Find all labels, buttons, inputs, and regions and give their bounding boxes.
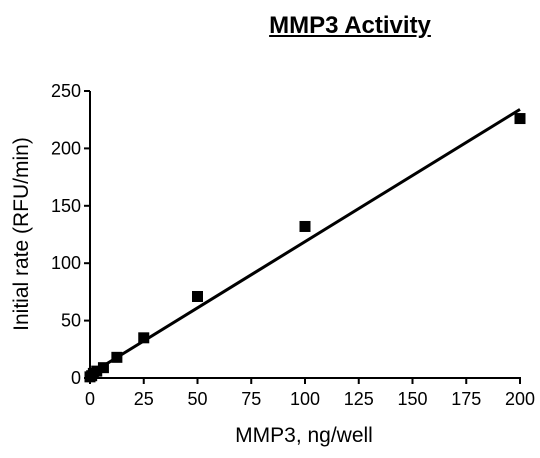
data-point-marker xyxy=(138,332,150,344)
x-tick-label: 125 xyxy=(344,389,374,409)
y-tick-label: 250 xyxy=(51,81,81,101)
data-point-marker xyxy=(192,290,203,302)
x-tick-label: 150 xyxy=(397,389,427,409)
data-point-marker xyxy=(299,220,311,232)
data-point-marker xyxy=(97,362,109,374)
data-point-marker xyxy=(514,113,526,125)
x-tick-label: 200 xyxy=(505,389,535,409)
fit-line xyxy=(89,108,521,376)
x-tick-label: 0 xyxy=(85,389,95,409)
data-point-marker xyxy=(91,365,103,377)
x-tick-label: 175 xyxy=(451,389,481,409)
x-axis-label: MMP3, ng/well xyxy=(235,424,373,447)
y-tick-label: 100 xyxy=(51,253,81,273)
x-tick-label: 25 xyxy=(134,389,154,409)
x-tick-label: 100 xyxy=(290,389,320,409)
x-tick-label: 75 xyxy=(241,389,261,409)
y-tick-label: 200 xyxy=(51,138,81,158)
y-tick-label: 0 xyxy=(71,368,81,388)
y-tick-label: 150 xyxy=(51,196,81,216)
data-point-marker xyxy=(111,351,123,363)
x-tick-label: 50 xyxy=(187,389,207,409)
y-tick-label: 50 xyxy=(61,311,81,331)
chart-title: MMP3 Activity xyxy=(269,12,431,39)
